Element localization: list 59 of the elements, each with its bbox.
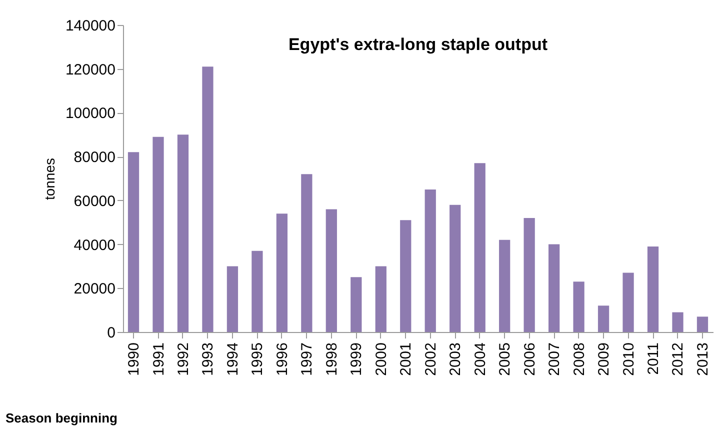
x-tick-label: 2007	[546, 342, 564, 376]
bar	[524, 218, 535, 332]
x-tick-label: 2011	[645, 342, 662, 375]
bar	[226, 266, 238, 332]
bar	[152, 136, 164, 332]
y-axis-title: tonnes	[41, 158, 58, 200]
y-tick-label: 0	[107, 324, 116, 342]
x-tick-label: 2008	[570, 342, 588, 376]
bar	[202, 66, 214, 332]
bar	[424, 189, 436, 332]
bar	[672, 312, 684, 332]
bar	[177, 134, 189, 332]
x-tick-label: 2002	[422, 342, 440, 376]
x-tick-label: 1994	[224, 342, 242, 376]
bar	[375, 266, 386, 332]
x-tick-label: 2003	[447, 342, 464, 376]
x-tick-label: 1997	[298, 342, 316, 376]
bar	[400, 220, 412, 332]
x-tick-label: 2001	[398, 342, 415, 376]
x-tick-label: 1990	[126, 342, 143, 376]
x-tick-label: 2005	[496, 342, 514, 376]
x-tick-label: 1995	[249, 342, 266, 376]
x-tick-label: 2006	[521, 342, 538, 376]
bar	[573, 282, 584, 332]
x-axis-title: Season beginning	[6, 410, 118, 426]
bar	[301, 174, 312, 332]
x-tick-label: 2010	[620, 342, 638, 376]
y-tick-label: 80000	[74, 149, 116, 166]
x-tick-label: 2000	[372, 342, 390, 376]
bar	[598, 306, 610, 332]
y-tick-label: 140000	[65, 18, 116, 34]
x-tick-label: 1992	[174, 342, 192, 376]
x-tick-label: 1998	[323, 342, 340, 376]
bar	[499, 240, 510, 332]
y-tick-label: 20000	[74, 280, 116, 298]
x-tick-label: 1991	[150, 342, 168, 376]
x-tick-label: 1996	[274, 342, 291, 376]
y-tick-label: 120000	[65, 61, 116, 78]
bar	[474, 163, 486, 332]
bar	[450, 204, 461, 332]
bar	[252, 250, 263, 332]
bar	[647, 246, 659, 332]
y-tick-label: 40000	[74, 236, 116, 254]
bar	[276, 214, 288, 332]
x-tick-label: 2013	[694, 342, 712, 376]
y-tick-label: 100000	[65, 105, 116, 122]
x-tick-label: 2004	[472, 342, 489, 376]
x-tick-label: 1993	[200, 342, 217, 376]
bar	[350, 277, 362, 332]
x-tick-label: 1999	[348, 342, 366, 376]
bar	[128, 152, 140, 332]
y-tick-label: 60000	[74, 192, 116, 210]
bar	[326, 209, 337, 332]
bar	[548, 244, 560, 332]
bar	[622, 272, 634, 332]
bar	[696, 316, 708, 332]
x-tick-label: 2012	[670, 342, 687, 376]
text: Egypt's extra-long staple output	[288, 35, 548, 54]
x-tick-label: 2009	[596, 342, 613, 376]
